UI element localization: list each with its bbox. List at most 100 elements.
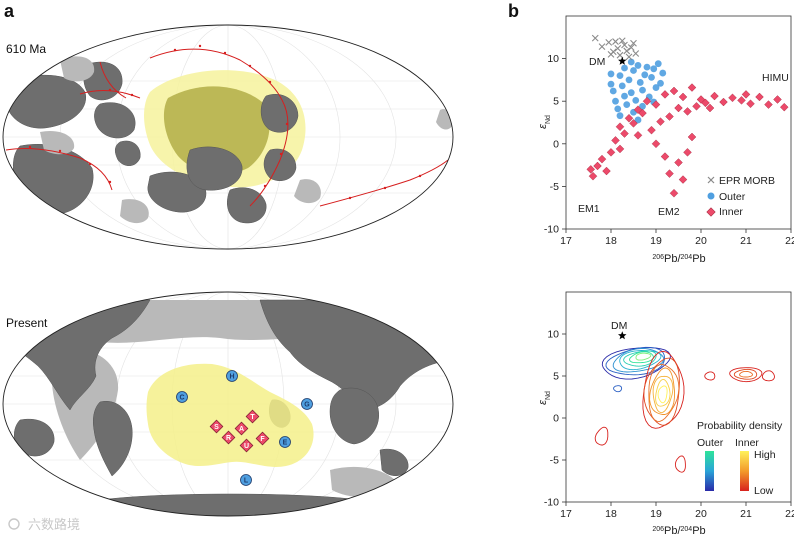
morb-point-11 (618, 37, 626, 45)
outer-point-26 (639, 102, 646, 110)
morb-point-2 (605, 39, 613, 46)
outer-contour-1 (605, 346, 665, 376)
density-xtick-label-3: 20 (695, 508, 707, 520)
density-ytick-label-3: 5 (553, 371, 559, 383)
density-x-label-mid: Pb/ (664, 525, 681, 537)
watermark: 六数路境 (8, 517, 80, 532)
density-x-label: 206Pb/204Pb (652, 525, 705, 537)
scatter-x-label-mid: Pb/ (664, 253, 681, 265)
inner-point-14 (647, 125, 656, 135)
morb-point-1 (598, 43, 606, 51)
inner-point-41 (683, 148, 692, 157)
outer-point-23 (621, 64, 628, 72)
outer-point-21 (654, 60, 662, 68)
inner-point-35 (780, 102, 789, 112)
outer-point-30 (659, 69, 667, 77)
annotation-dm: DM (589, 56, 605, 68)
hotspot-marker-s: S (209, 419, 224, 434)
outer-point-13 (636, 79, 644, 86)
scatter-marks (586, 34, 789, 198)
annotation-em2: EM2 (658, 206, 680, 218)
legend-diamond-marker (706, 207, 716, 217)
outer-point-4 (616, 112, 624, 120)
inner-point-22 (683, 107, 692, 116)
inner-point-45 (687, 132, 697, 142)
map-present: C H G L E S T (2, 291, 454, 517)
inner-point-5 (606, 148, 616, 157)
scatter-legend: EPR MORB Outer Inner (706, 175, 775, 218)
outer-point-5 (618, 82, 626, 90)
inner-point-20 (674, 103, 683, 113)
density-x-label-sup2: 204 (681, 526, 693, 533)
outer-point-27 (616, 72, 624, 80)
density-colorbar-inner (740, 451, 749, 491)
map-610-ma (2, 24, 454, 250)
scatter-x-label-sup2: 204 (681, 254, 693, 261)
morb-point-12 (625, 53, 633, 61)
inner-contour-4 (652, 375, 674, 414)
legend-item-inner: Inner (706, 206, 743, 218)
density-y-label-sub: Nd (545, 391, 552, 400)
hotspot-marker-c: C (176, 391, 188, 403)
inner-point-38 (669, 188, 679, 198)
density-xtick-label-4: 21 (740, 508, 752, 520)
morb-point-0 (591, 34, 599, 42)
density-y-label: εNd (537, 391, 552, 405)
hotspot-marker-r: R (221, 430, 236, 445)
morb-point-7 (623, 47, 631, 55)
inner-point-19 (669, 86, 679, 96)
outer-point-9 (627, 89, 635, 97)
scatter-xtick-label-5: 22 (785, 235, 794, 247)
scatter-axes: 17 18 19 20 21 22 -10 -5 0 5 10 (544, 53, 794, 247)
scatter-ytick-label-0: -10 (544, 224, 559, 236)
density-y-label-sym: ε (537, 400, 549, 405)
map-top-label: 610 Ma (6, 42, 46, 56)
em2-contour-0 (674, 455, 686, 473)
inner-point-40 (678, 175, 688, 184)
outer-point-15 (641, 71, 649, 79)
inner-point-29 (728, 93, 737, 103)
outer-point-14 (639, 86, 646, 94)
density-legend: Probability density Outer Inner High Low (697, 420, 783, 497)
morb-point-6 (621, 41, 628, 49)
hotspot-label-e: E (283, 440, 288, 447)
scatter-ytick-label-1: -5 (550, 181, 559, 193)
scatter-x-label-post: Pb (692, 253, 705, 265)
outer-point-24 (627, 58, 635, 66)
inner-point-8 (620, 129, 629, 138)
inner-point-24 (692, 102, 701, 111)
inner-contour-6 (657, 385, 668, 404)
watermark-icon (8, 518, 20, 530)
inner-point-17 (660, 90, 670, 99)
outer-point-18 (648, 73, 655, 81)
legend-label-epr-morb: EPR MORB (719, 175, 775, 187)
hotspot-label-s: S (214, 424, 219, 431)
inner-point-4 (602, 166, 611, 176)
density-ytick-label-1: -5 (550, 455, 559, 467)
scatter-ytick-label-3: 5 (553, 96, 559, 108)
watermark-text: 六数路境 (28, 517, 80, 532)
himu-contour-0 (729, 367, 763, 383)
inner-point-3 (597, 154, 607, 164)
hotspot-marker-l: L (240, 474, 252, 486)
inner-point-21 (678, 92, 688, 102)
inner-contour-2 (648, 364, 680, 422)
density-colorbar-outer (705, 451, 714, 491)
legend-item-outer: Outer (707, 191, 746, 203)
hotspot-marker-f: F (255, 431, 270, 446)
outer-point-22 (657, 79, 664, 87)
outer-point-7 (623, 101, 631, 109)
hotspot-label-l: L (244, 478, 249, 485)
scatter-ytick-label-4: 10 (547, 53, 559, 65)
outer-point-19 (650, 65, 658, 73)
inner-point-31 (746, 99, 755, 108)
density-xtick-label-5: 22 (785, 508, 794, 520)
scatter-y-label-sym: ε (537, 124, 549, 129)
legend-label-outer: Outer (719, 191, 746, 203)
scatter-x-label: 206Pb/204Pb (652, 253, 705, 265)
hotspot-label-r: R (226, 435, 231, 442)
inner-point-34 (773, 95, 782, 104)
hotspot-label-t: T (250, 414, 255, 421)
morb-point-5 (616, 51, 624, 59)
himu-contour-1 (733, 368, 758, 380)
